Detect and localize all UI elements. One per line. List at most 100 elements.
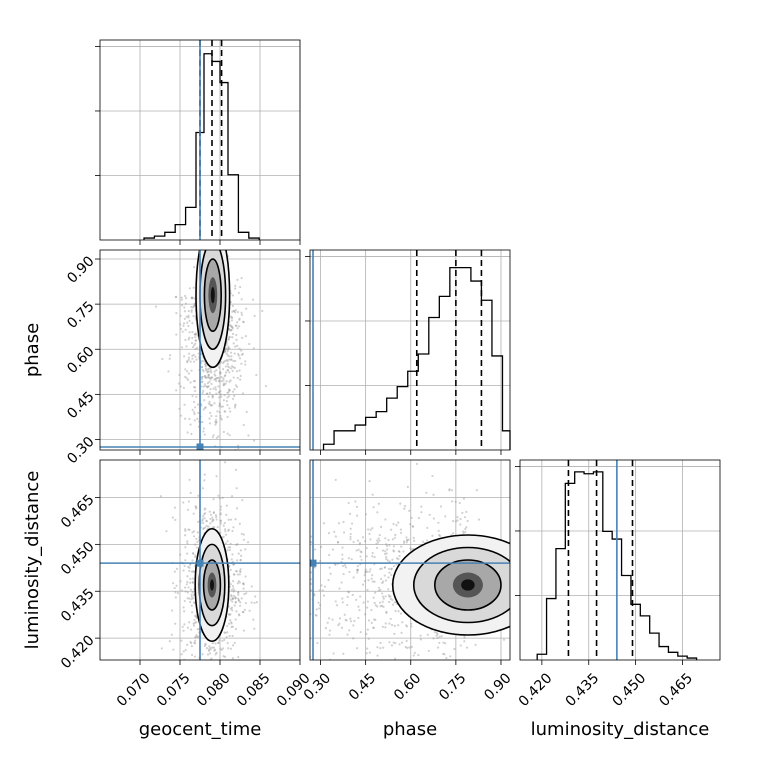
sample-point xyxy=(231,553,234,556)
xtick-label-phase-2: 0.60 xyxy=(391,670,424,703)
sample-point xyxy=(204,643,207,646)
sample-point xyxy=(248,342,251,346)
sample-point xyxy=(226,369,229,372)
ytick-label-phase-2: 0.60 xyxy=(64,344,97,377)
sample-point xyxy=(192,570,195,573)
sample-point xyxy=(192,400,196,404)
sample-point xyxy=(356,568,359,571)
sample-point xyxy=(238,317,241,320)
sample-point xyxy=(341,601,344,604)
sample-point xyxy=(444,515,447,518)
sample-point xyxy=(410,622,413,625)
sample-point xyxy=(193,419,196,422)
sample-point xyxy=(197,520,200,523)
sample-point xyxy=(223,638,226,642)
sample-point xyxy=(220,663,222,665)
sample-point xyxy=(179,414,182,417)
sample-point xyxy=(239,570,242,574)
sample-point xyxy=(188,600,192,604)
sample-point xyxy=(231,294,234,297)
sample-point xyxy=(215,377,218,380)
sample-point xyxy=(342,531,346,534)
sample-point xyxy=(228,335,231,338)
sample-point xyxy=(389,617,392,620)
sample-point xyxy=(209,369,212,372)
sample-point xyxy=(513,570,515,572)
xtick-label-geocent_time-0: 0.070 xyxy=(114,670,154,710)
sample-point xyxy=(206,653,210,656)
sample-point xyxy=(202,408,205,411)
sample-point xyxy=(227,647,230,650)
sample-point xyxy=(205,524,208,527)
sample-point xyxy=(229,351,233,354)
sample-point xyxy=(204,362,207,366)
sample-point xyxy=(242,423,245,427)
sample-point xyxy=(189,628,193,631)
sample-point xyxy=(230,365,234,368)
sample-point xyxy=(316,641,319,645)
sample-point xyxy=(191,408,194,411)
sample-point xyxy=(223,461,227,464)
sample-point xyxy=(190,653,194,656)
sample-point xyxy=(364,568,367,571)
sample-point xyxy=(183,355,186,358)
sample-point xyxy=(231,625,234,628)
sample-point xyxy=(257,526,259,528)
sample-point xyxy=(382,605,385,608)
contour-3 xyxy=(195,250,231,369)
sample-point xyxy=(195,333,198,336)
sample-point xyxy=(379,641,382,645)
sample-point xyxy=(238,369,241,372)
sample-point xyxy=(235,610,238,613)
sample-point xyxy=(214,388,218,391)
sample-point xyxy=(240,554,243,557)
sample-point xyxy=(226,348,230,352)
sample-point xyxy=(353,619,356,623)
sample-point xyxy=(206,674,208,676)
sample-point xyxy=(182,629,185,632)
sample-point xyxy=(235,570,238,573)
sample-point xyxy=(411,525,414,528)
sample-point xyxy=(190,432,193,436)
sample-point xyxy=(243,593,246,596)
xtick-label-phase-3: 0.75 xyxy=(436,670,469,703)
sample-point xyxy=(409,547,412,550)
sample-point xyxy=(403,505,407,508)
sample-point xyxy=(228,355,231,358)
sample-point xyxy=(184,528,187,531)
sample-point xyxy=(464,527,467,531)
sample-point xyxy=(258,588,260,590)
sample-point xyxy=(354,500,357,503)
sample-point xyxy=(328,633,331,636)
sample-point xyxy=(435,631,438,634)
sample-point xyxy=(201,368,204,372)
sample-point xyxy=(186,597,189,600)
sample-point xyxy=(355,549,358,552)
sample-point xyxy=(360,558,363,562)
sample-point xyxy=(229,518,233,521)
sample-point xyxy=(278,576,280,578)
sample-point xyxy=(202,430,205,433)
sample-point xyxy=(187,528,190,531)
sample-point xyxy=(216,455,218,457)
sample-point xyxy=(428,661,430,663)
sample-point xyxy=(203,508,206,511)
sample-point xyxy=(398,550,401,553)
sample-point xyxy=(345,619,348,622)
sample-point xyxy=(227,347,230,350)
sample-point xyxy=(349,617,352,620)
sample-point xyxy=(207,525,210,528)
sample-point xyxy=(372,506,375,509)
sample-point xyxy=(227,391,230,394)
sample-point xyxy=(194,642,197,645)
sample-point xyxy=(193,621,196,624)
sample-point xyxy=(184,559,187,562)
sample-point xyxy=(436,633,439,636)
sample-point xyxy=(384,518,387,521)
sample-point xyxy=(228,407,231,410)
sample-point xyxy=(371,580,374,583)
sample-point xyxy=(195,358,198,361)
sample-point xyxy=(208,391,212,394)
sample-point xyxy=(215,420,218,423)
panel-content xyxy=(100,250,300,457)
